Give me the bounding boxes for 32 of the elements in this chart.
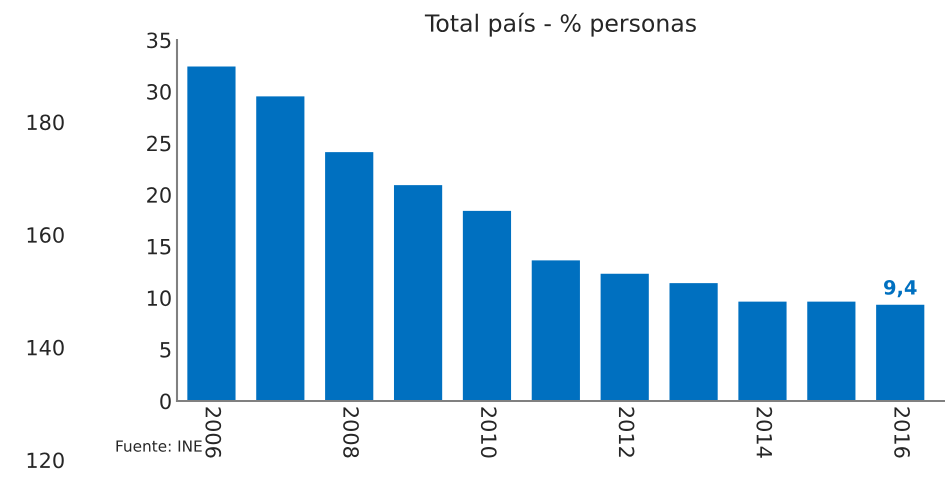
y-tick-label: 25	[147, 136, 170, 152]
bar	[254, 95, 306, 401]
y2-tick-label: 140	[28, 340, 64, 356]
bar	[736, 300, 788, 401]
bar	[668, 282, 720, 401]
y2-tick-label: 160	[28, 227, 64, 243]
x-tick-label: 2008	[343, 407, 359, 458]
y-tick-label: 30	[147, 84, 171, 100]
bar	[461, 209, 512, 401]
y-tick-label: 0	[160, 393, 171, 410]
y-tick-label: 10	[148, 290, 171, 306]
x-tick-label: 2014	[756, 407, 772, 458]
x-tick-label: 2016	[894, 407, 910, 458]
bar	[324, 150, 375, 401]
y-tick-label: 35	[147, 32, 170, 48]
y-tick-label: 5	[160, 342, 170, 358]
x-tick-label: 2006	[205, 407, 222, 458]
bar	[806, 300, 857, 401]
bar	[392, 184, 444, 401]
bar	[599, 272, 650, 401]
source-note: Fuente: INE	[116, 440, 202, 452]
bar	[186, 65, 237, 401]
y2-tick-label: 180	[28, 114, 64, 130]
y-tick-label: 20	[147, 187, 171, 203]
bar	[530, 259, 582, 401]
y-tick-label: 15	[148, 239, 170, 254]
y2-tick-label: 120	[28, 452, 64, 468]
x-tick-label: 2012	[618, 407, 634, 457]
x-tick-label: 2010	[480, 407, 497, 458]
chart-title: Total país - % personas	[424, 12, 696, 37]
bar	[874, 303, 926, 401]
data-label: 9,4	[884, 280, 917, 298]
